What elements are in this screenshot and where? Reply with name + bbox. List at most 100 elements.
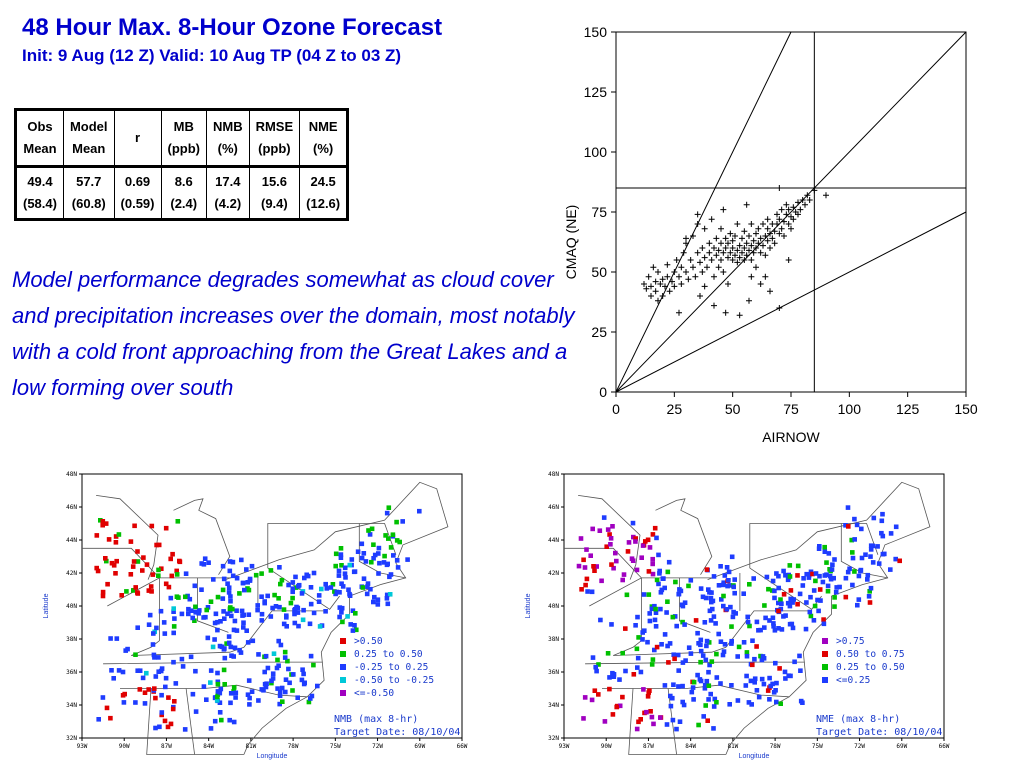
scatter-point [734, 221, 741, 227]
site-marker [897, 558, 902, 564]
map-frame [563, 473, 945, 739]
scatter-point [767, 245, 773, 251]
site-marker [709, 590, 714, 595]
site-marker [591, 564, 596, 569]
site-marker [220, 563, 226, 569]
site-marker [760, 654, 766, 659]
site-marker [868, 554, 873, 559]
map-legend: >0.75 0.50 to 0.75 0.25 to 0.50 <=0.25 [822, 636, 905, 686]
site-marker [630, 558, 636, 563]
scatter-point [736, 312, 743, 319]
site-marker [333, 563, 338, 569]
site-marker [308, 653, 314, 659]
site-marker [812, 603, 818, 609]
site-marker [680, 619, 685, 625]
site-marker [847, 566, 852, 572]
site-marker [132, 523, 137, 529]
site-marker [647, 611, 652, 616]
scatter-point [748, 273, 755, 280]
site-marker [700, 594, 706, 600]
site-marker [163, 525, 169, 531]
site-marker [221, 667, 227, 673]
site-marker [246, 678, 252, 683]
map-x-axis-label: Longitude [257, 753, 288, 760]
map-boundary [185, 688, 195, 755]
scatter-point [671, 283, 678, 290]
site-marker [114, 636, 120, 641]
site-marker [731, 609, 736, 615]
site-marker [714, 651, 719, 657]
site-marker [705, 718, 710, 723]
scatter-point [699, 245, 706, 251]
scatter-point [755, 240, 762, 247]
site-marker [758, 653, 763, 659]
site-marker [293, 574, 298, 580]
site-marker [100, 522, 105, 528]
site-marker [179, 611, 185, 617]
x-tick-label: 125 [896, 401, 920, 417]
legend-swatch [822, 638, 828, 644]
scatter-point [713, 252, 720, 259]
site-marker [219, 717, 224, 723]
scatter-point [694, 211, 701, 218]
site-marker [776, 573, 781, 579]
site-marker [215, 627, 220, 633]
site-marker [825, 583, 831, 589]
site-marker [718, 681, 723, 686]
site-marker [578, 536, 584, 541]
site-marker [657, 568, 662, 574]
site-marker [786, 673, 791, 678]
site-marker [100, 589, 106, 595]
site-marker [813, 578, 818, 584]
lon-tick-label: 75W [330, 743, 341, 750]
site-marker [607, 532, 612, 537]
site-marker [397, 539, 402, 545]
site-marker [762, 625, 767, 630]
site-marker [233, 690, 239, 696]
site-marker [352, 623, 357, 628]
scatter-point [757, 249, 764, 256]
site-marker [218, 619, 223, 624]
site-marker [626, 540, 632, 545]
site-marker [152, 686, 157, 691]
site-marker [633, 623, 638, 628]
site-marker [153, 695, 158, 701]
site-marker [656, 552, 661, 558]
scatter-point [720, 249, 727, 256]
site-marker [133, 700, 138, 705]
lon-tick-label: 78W [770, 743, 781, 750]
site-marker [150, 572, 156, 577]
header-mb: MB (ppb) [160, 109, 207, 167]
y-tick-label: 50 [591, 264, 607, 280]
site-marker [352, 569, 358, 574]
site-marker [879, 530, 884, 536]
site-marker [773, 688, 778, 693]
site-marker [156, 669, 161, 674]
site-marker [672, 656, 677, 662]
lon-tick-label: 87W [643, 743, 654, 750]
site-marker [366, 528, 371, 533]
site-marker [283, 689, 288, 695]
site-marker [654, 535, 659, 541]
site-marker [239, 608, 245, 614]
site-marker [339, 581, 344, 586]
site-marker [748, 678, 754, 684]
site-marker [790, 625, 796, 631]
site-marker [183, 594, 188, 600]
site-marker [693, 618, 699, 623]
scatter-point [676, 309, 682, 316]
site-marker [277, 693, 283, 698]
site-marker [827, 573, 833, 579]
site-marker [832, 604, 837, 609]
site-marker [710, 598, 716, 604]
scatter-point [799, 197, 806, 203]
scatter-point [694, 249, 701, 256]
site-marker [722, 642, 728, 647]
site-marker [804, 600, 809, 605]
site-marker [288, 600, 294, 606]
site-marker [816, 546, 822, 551]
site-marker [653, 606, 658, 612]
site-marker [645, 639, 650, 645]
site-marker [706, 683, 712, 688]
